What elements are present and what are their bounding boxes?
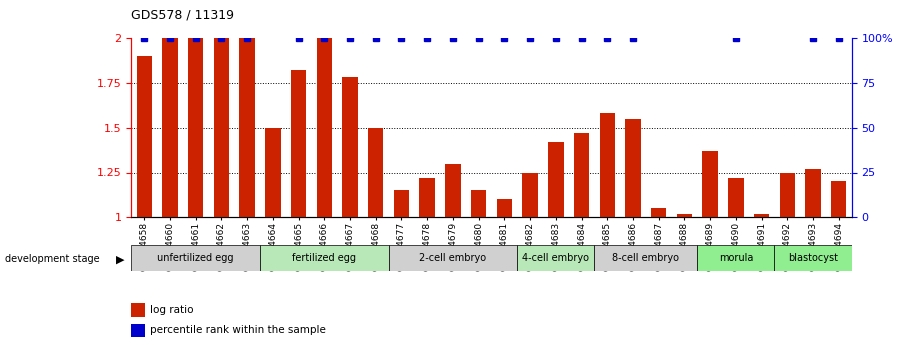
Bar: [316, 38, 332, 217]
Bar: [523, 172, 538, 217]
Bar: [131, 245, 260, 271]
Bar: [445, 164, 460, 217]
Text: unfertilized egg: unfertilized egg: [158, 253, 234, 263]
Bar: [131, 304, 145, 317]
Text: morula: morula: [718, 253, 753, 263]
Bar: [517, 245, 594, 271]
Text: 4-cell embryo: 4-cell embryo: [523, 253, 589, 263]
Bar: [188, 38, 204, 217]
Bar: [471, 190, 487, 217]
Bar: [162, 38, 178, 217]
Bar: [419, 178, 435, 217]
Bar: [389, 245, 517, 271]
Bar: [131, 324, 145, 337]
Bar: [239, 38, 255, 217]
Bar: [775, 245, 852, 271]
Bar: [137, 56, 152, 217]
Text: ▶: ▶: [116, 255, 124, 264]
Bar: [260, 245, 389, 271]
Bar: [651, 208, 667, 217]
Bar: [548, 142, 564, 217]
Bar: [728, 178, 744, 217]
Text: 2-cell embryo: 2-cell embryo: [419, 253, 487, 263]
Text: percentile rank within the sample: percentile rank within the sample: [150, 325, 326, 335]
Bar: [291, 70, 306, 217]
Bar: [342, 77, 358, 217]
Bar: [677, 214, 692, 217]
Bar: [594, 245, 698, 271]
Bar: [265, 128, 281, 217]
Bar: [394, 190, 410, 217]
Bar: [805, 169, 821, 217]
Bar: [779, 172, 795, 217]
Text: 8-cell embryo: 8-cell embryo: [612, 253, 680, 263]
Text: log ratio: log ratio: [150, 305, 194, 315]
Bar: [625, 119, 641, 217]
Bar: [754, 214, 769, 217]
Bar: [698, 245, 775, 271]
Bar: [214, 38, 229, 217]
Text: blastocyst: blastocyst: [788, 253, 838, 263]
Bar: [496, 199, 512, 217]
Bar: [831, 181, 846, 217]
Bar: [368, 128, 383, 217]
Text: GDS578 / 11319: GDS578 / 11319: [131, 9, 235, 22]
Bar: [600, 113, 615, 217]
Text: fertilized egg: fertilized egg: [293, 253, 356, 263]
Bar: [702, 151, 718, 217]
Text: development stage: development stage: [5, 255, 99, 264]
Bar: [573, 133, 589, 217]
